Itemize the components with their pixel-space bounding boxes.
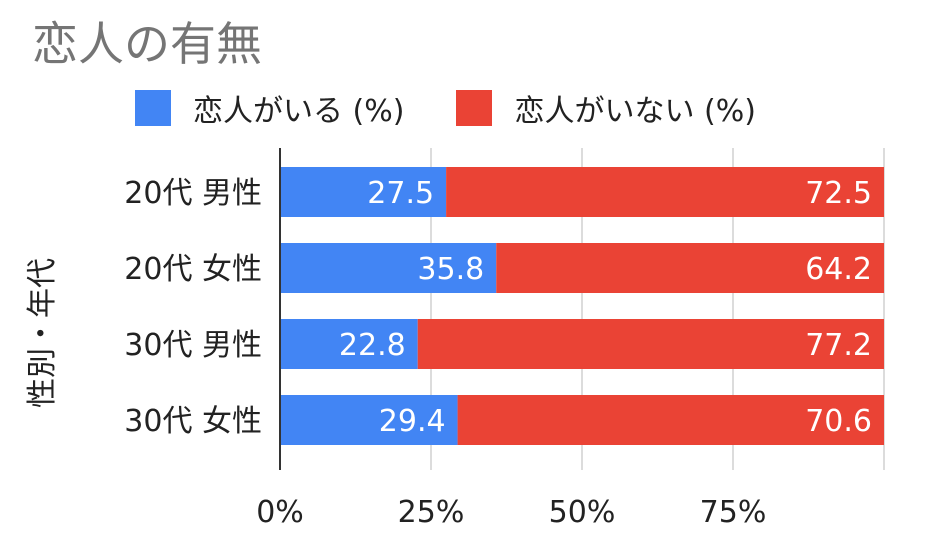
data-label-without-partner-1: 64.2 (805, 252, 872, 287)
chart-title: 恋人の有無 (32, 17, 262, 71)
data-label-with-partner-0: 27.5 (367, 176, 434, 211)
data-label-without-partner-0: 72.5 (805, 176, 872, 211)
legend-swatch-without-partner (456, 90, 493, 126)
x-tick-labels: 0% 25% 50% 75% (256, 495, 766, 530)
data-label-with-partner-2: 22.8 (339, 328, 406, 363)
category-label-0: 20代 男性 (124, 176, 262, 211)
bar-with-partner-2 (280, 319, 418, 369)
bar-without-partner-3 (457, 395, 884, 445)
category-label-2: 30代 男性 (124, 328, 262, 363)
data-label-without-partner-3: 70.6 (805, 404, 872, 439)
x-tick-label-1: 25% (398, 495, 465, 530)
data-label-with-partner-1: 35.8 (417, 252, 484, 287)
bar-with-partner-3 (280, 395, 458, 445)
legend: 恋人がいる (%) 恋人がいない (%) (135, 86, 756, 130)
x-tick-label-0: 0% (256, 495, 304, 530)
legend-swatch-with-partner (135, 90, 171, 126)
x-tick-label-2: 50% (549, 495, 616, 530)
x-tick-label-3: 75% (700, 495, 767, 530)
bar-without-partner-0 (446, 167, 884, 217)
data-labels: 27.5 72.5 35.8 64.2 22.8 77.2 29.4 70.6 (339, 176, 872, 439)
bars (280, 167, 884, 445)
y-axis-title: 性別・年代 (25, 258, 60, 408)
legend-label-with-partner: 恋人がいる (%) (193, 94, 405, 129)
data-label-without-partner-2: 77.2 (805, 328, 872, 363)
category-labels: 20代 男性 20代 女性 30代 男性 30代 女性 (124, 176, 262, 439)
bar-without-partner-2 (417, 319, 884, 369)
bar-without-partner-1 (496, 243, 884, 293)
legend-item-without-partner: 恋人がいない (%) (456, 86, 756, 130)
legend-label-without-partner: 恋人がいない (%) (514, 94, 756, 129)
bar-with-partner-1 (280, 243, 497, 293)
bar-with-partner-0 (280, 167, 447, 217)
category-label-1: 20代 女性 (124, 252, 262, 287)
data-label-with-partner-3: 29.4 (379, 404, 446, 439)
category-label-3: 30代 女性 (124, 404, 262, 439)
legend-item-with-partner: 恋人がいる (%) (135, 86, 404, 130)
